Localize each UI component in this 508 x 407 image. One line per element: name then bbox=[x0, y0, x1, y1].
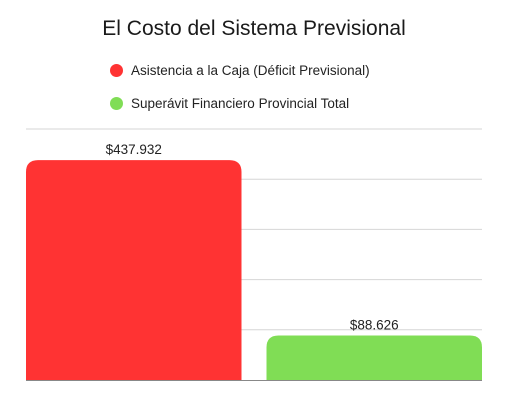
data-label-superavit: $88.626 bbox=[350, 318, 399, 333]
bar-superavit bbox=[266, 335, 482, 380]
legend-label-superavit: Superávit Financiero Provincial Total bbox=[131, 95, 350, 111]
legend-swatch-superavit bbox=[110, 96, 123, 110]
data-label-deficit: $437.932 bbox=[106, 142, 162, 157]
bar-deficit bbox=[26, 160, 242, 380]
chart-title: El Costo del Sistema Previsional bbox=[102, 17, 406, 40]
legend-swatch-deficit bbox=[110, 63, 123, 77]
legend-item-superavit: Superávit Financiero Provincial Total bbox=[110, 93, 370, 113]
legend-label-deficit: Asistencia a la Caja (Déficit Previsiona… bbox=[131, 62, 370, 78]
chart-legend: Asistencia a la Caja (Déficit Previsiona… bbox=[110, 60, 370, 126]
legend-item-deficit: Asistencia a la Caja (Déficit Previsiona… bbox=[110, 60, 370, 80]
